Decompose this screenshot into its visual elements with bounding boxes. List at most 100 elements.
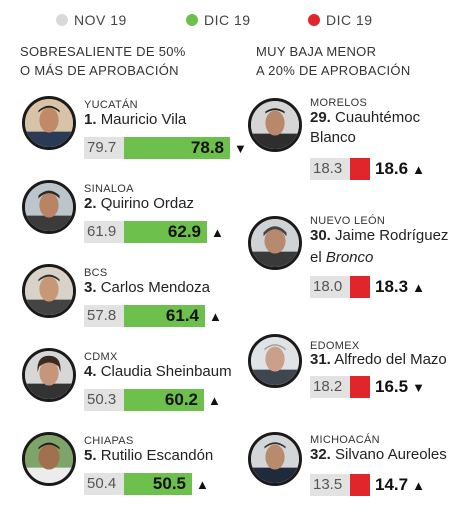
governor-name: 2. Quirino Ordaz xyxy=(84,194,194,214)
left-header-line-1: SOBRESALIENTE DE 50% xyxy=(20,44,186,59)
rank: 4. xyxy=(84,363,97,380)
governor-name-text: Quirino Ordaz xyxy=(100,195,195,212)
score-bar: 50.3 60.2 ▲ xyxy=(84,389,221,411)
governor-photo xyxy=(22,348,76,402)
governor-photo xyxy=(248,432,302,486)
legend-label: DIC 19 xyxy=(204,12,251,28)
trend-arrow-icon: ▲ xyxy=(412,161,425,177)
score-nov19: 13.5 xyxy=(310,474,350,496)
governor-name: 31. Alfredo del Mazo xyxy=(310,350,447,370)
score-bar: 13.5 14.7 ▲ xyxy=(310,474,425,496)
state-name: MICHOACÁN xyxy=(310,434,380,446)
legend-label: DIC 19 xyxy=(326,12,373,28)
trend-arrow-icon: ▲ xyxy=(208,392,221,408)
score-dic19: 78.8 xyxy=(124,137,230,159)
governor-name: 1. Mauricio Vila xyxy=(84,110,186,130)
governor-photo xyxy=(248,216,302,270)
right-column-header: MUY BAJA MENOR A 20% DE APROBACIÓN xyxy=(256,42,411,80)
score-dic19: 61.4 xyxy=(124,305,205,327)
governor-name: 5. Rutilio Escandón xyxy=(84,446,213,466)
state-name: YUCATÁN xyxy=(84,99,138,111)
score-nov19: 18.2 xyxy=(310,376,350,398)
governor-name-text: Claudia Sheinbaum xyxy=(100,363,232,380)
score-bar: 18.2 16.5 ▼ xyxy=(310,376,425,398)
score-nov19: 50.3 xyxy=(84,389,124,411)
left-column-header: SOBRESALIENTE DE 50% O MÁS DE APROBACIÓN xyxy=(20,42,186,80)
score-dic19: 60.2 xyxy=(124,389,204,411)
state-name: CDMX xyxy=(84,351,118,363)
rank: 32. xyxy=(310,446,331,463)
trend-arrow-icon: ▲ xyxy=(209,308,222,324)
trend-arrow-icon: ▲ xyxy=(412,477,425,493)
governor-name-text: Jaime Rodríguez xyxy=(335,227,449,244)
legend-swatch-red xyxy=(308,14,320,26)
governor-nickname: Bronco xyxy=(325,249,374,266)
score-bar: 79.7 78.8 ▼ xyxy=(84,137,247,159)
rank: 3. xyxy=(84,279,97,296)
governor-name: 30. Jaime Rodríguez xyxy=(310,226,448,246)
state-name: BCS xyxy=(84,267,108,279)
governor-name: 32. Silvano Aureoles xyxy=(310,445,447,465)
governor-name-text: Mauricio Vila xyxy=(100,111,187,128)
trend-arrow-icon: ▲ xyxy=(211,224,224,240)
right-header-line-1: MUY BAJA MENOR xyxy=(256,44,377,59)
score-nov19: 61.9 xyxy=(84,221,124,243)
governor-name-text: Carlos Mendoza xyxy=(100,279,210,296)
governor-name-line2: el Bronco xyxy=(310,248,373,268)
rank: 30. xyxy=(310,227,331,244)
score-nov19: 50.4 xyxy=(84,473,124,495)
state-name: MORELOS xyxy=(310,97,368,109)
governor-name-text: Rutilio Escandón xyxy=(100,447,214,464)
score-nov19: 57.8 xyxy=(84,305,124,327)
rank: 1. xyxy=(84,111,97,128)
governor-name: 3. Carlos Mendoza xyxy=(84,278,210,298)
trend-arrow-icon: ▲ xyxy=(412,279,425,295)
governor-name-text: Silvano Aureoles xyxy=(335,446,447,463)
legend-label: NOV 19 xyxy=(74,12,127,28)
legend-item-dic19-green: DIC 19 xyxy=(186,12,251,28)
score-dic19: 62.9 xyxy=(124,221,207,243)
legend: NOV 19 DIC 19 DIC 19 xyxy=(0,12,470,32)
governor-name: 4. Claudia Sheinbaum xyxy=(84,362,232,382)
score-nov19: 79.7 xyxy=(84,137,124,159)
rank: 29. xyxy=(310,109,331,126)
governor-photo xyxy=(248,334,302,388)
governor-name-text: Cuauhtémoc xyxy=(335,109,421,126)
score-nov19: 18.0 xyxy=(310,276,350,298)
governor-name-text: Alfredo del Mazo xyxy=(334,351,447,368)
score-dic19: 16.5 xyxy=(375,377,409,396)
score-bar: 18.0 18.3 ▲ xyxy=(310,276,425,298)
governor-photo xyxy=(22,432,76,486)
trend-arrow-icon: ▼ xyxy=(412,379,425,395)
governor-photo xyxy=(22,180,76,234)
governor-name: 29. Cuauhtémoc xyxy=(310,108,420,128)
right-header-line-2: A 20% DE APROBACIÓN xyxy=(256,63,411,78)
score-dic19: 18.3 xyxy=(375,277,409,296)
state-name: EDOMEX xyxy=(310,340,360,352)
governor-photo xyxy=(248,98,302,152)
score-bar: 57.8 61.4 ▲ xyxy=(84,305,222,327)
score-bar: 61.9 62.9 ▲ xyxy=(84,221,224,243)
trend-arrow-icon: ▼ xyxy=(234,140,247,156)
state-name: NUEVO LEÓN xyxy=(310,215,386,227)
left-header-line-2: O MÁS DE APROBACIÓN xyxy=(20,63,179,78)
legend-item-nov19: NOV 19 xyxy=(56,12,127,28)
governor-photo xyxy=(22,264,76,318)
trend-arrow-icon: ▲ xyxy=(196,476,209,492)
rank: 2. xyxy=(84,195,97,212)
rank: 31. xyxy=(310,351,331,368)
state-name: SINALOA xyxy=(84,183,134,195)
governor-photo xyxy=(22,96,76,150)
score-dic19-swatch xyxy=(350,276,370,298)
state-name: CHIAPAS xyxy=(84,435,134,447)
score-dic19: 18.6 xyxy=(375,159,409,178)
rank: 5. xyxy=(84,447,97,464)
score-dic19-swatch xyxy=(350,158,370,180)
score-dic19: 50.5 xyxy=(124,473,192,495)
score-bar: 18.3 18.6 ▲ xyxy=(310,158,425,180)
score-nov19: 18.3 xyxy=(310,158,350,180)
score-bar: 50.4 50.5 ▲ xyxy=(84,473,209,495)
score-dic19-swatch xyxy=(350,376,370,398)
score-dic19-swatch xyxy=(350,474,370,496)
legend-item-dic19-red: DIC 19 xyxy=(308,12,373,28)
